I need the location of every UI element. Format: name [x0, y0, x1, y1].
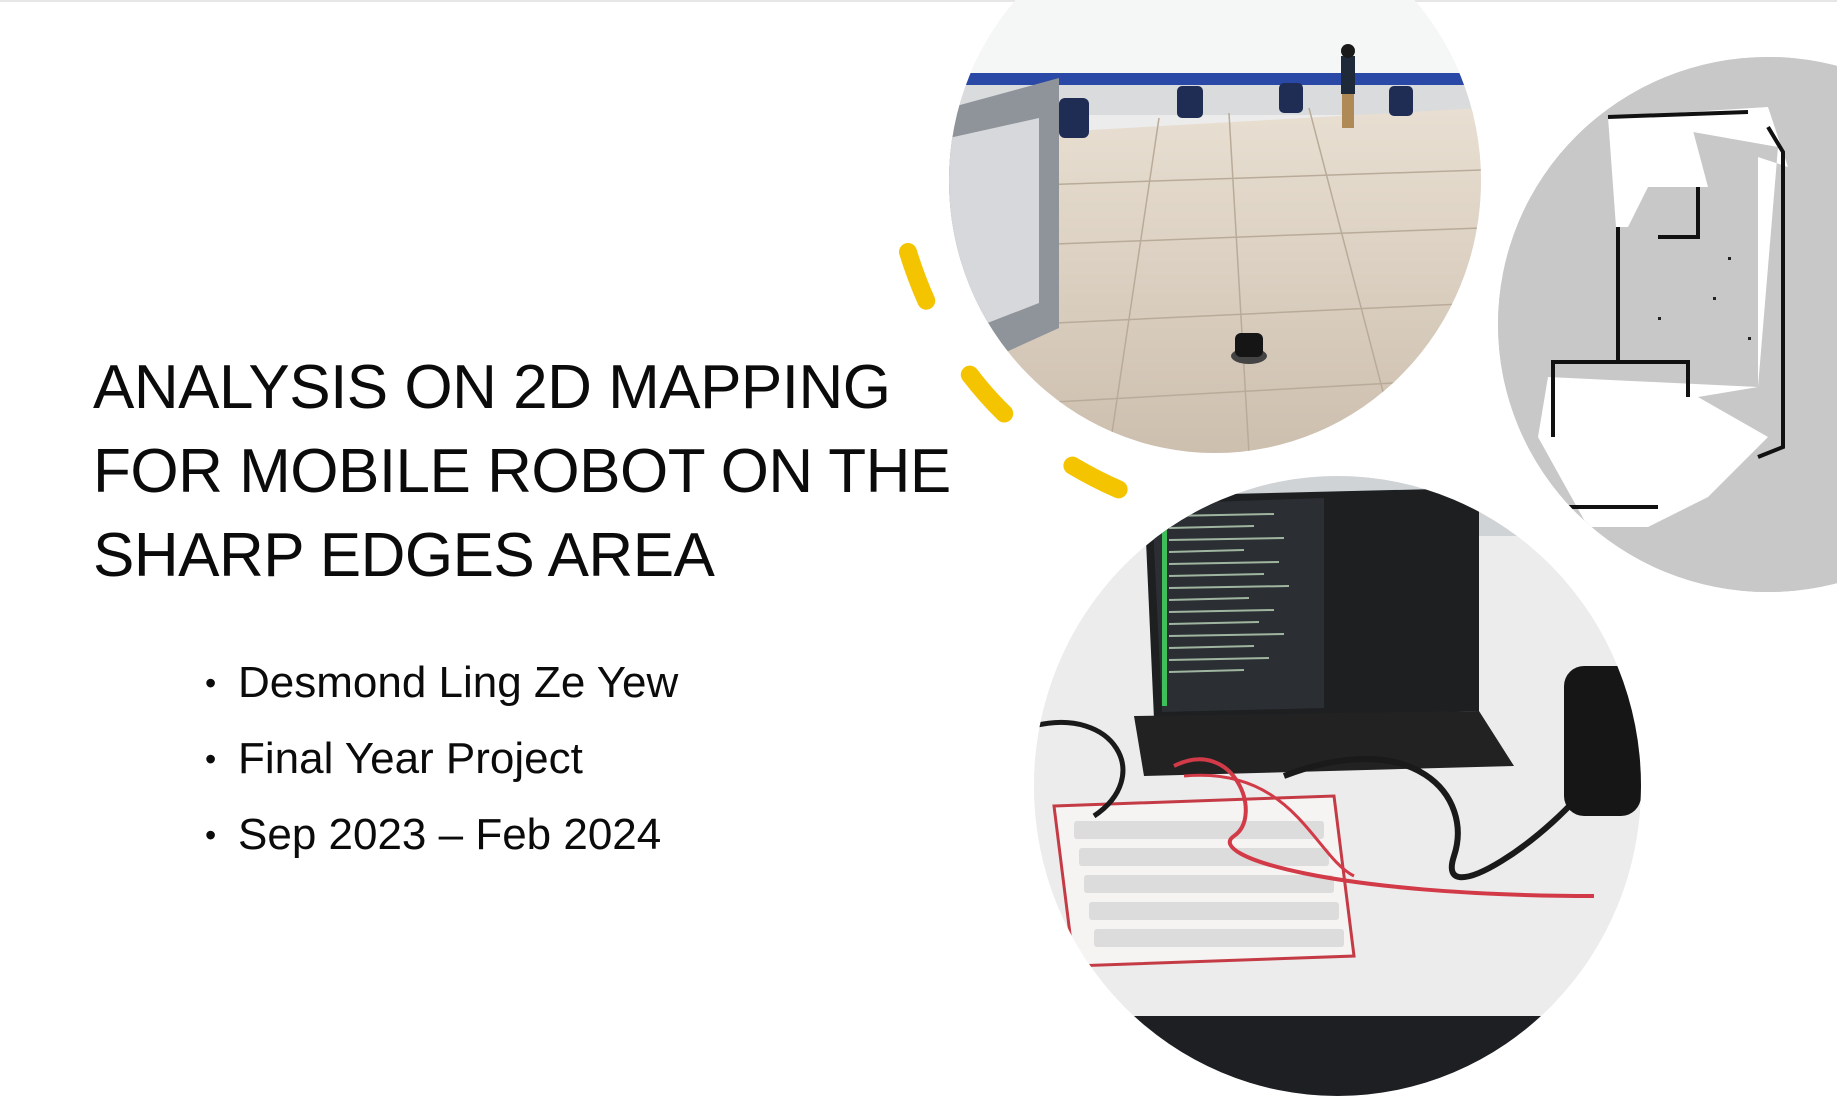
- title-line-3: SHARP EDGES AREA: [93, 521, 715, 590]
- bullet-item: • Desmond Ling Ze Yew: [203, 645, 678, 721]
- bullet-dot-icon: •: [205, 665, 217, 701]
- bullet-project: Final Year Project: [238, 734, 583, 783]
- title-line-1: ANALYSIS ON 2D MAPPING: [93, 353, 891, 422]
- desk-photo: [1034, 476, 1641, 1096]
- bullet-list: • Desmond Ling Ze Yew • Final Year Project…: [203, 645, 678, 873]
- title-line-2: FOR MOBILE ROBOT ON THE: [93, 437, 951, 506]
- lab-photo: [949, 0, 1481, 453]
- bullet-item: • Final Year Project: [203, 721, 678, 797]
- slide-title: ANALYSIS ON 2D MAPPING FOR MOBILE ROBOT …: [93, 346, 993, 598]
- bullet-dates: Sep 2023 – Feb 2024: [238, 810, 662, 859]
- bullet-item: • Sep 2023 – Feb 2024: [203, 797, 678, 873]
- bullet-author: Desmond Ling Ze Yew: [238, 658, 679, 707]
- top-rule: [0, 0, 1837, 2]
- dashed-accent-arc: [899, 243, 1129, 499]
- bullet-dot-icon: •: [205, 817, 217, 853]
- bullet-dot-icon: •: [205, 741, 217, 777]
